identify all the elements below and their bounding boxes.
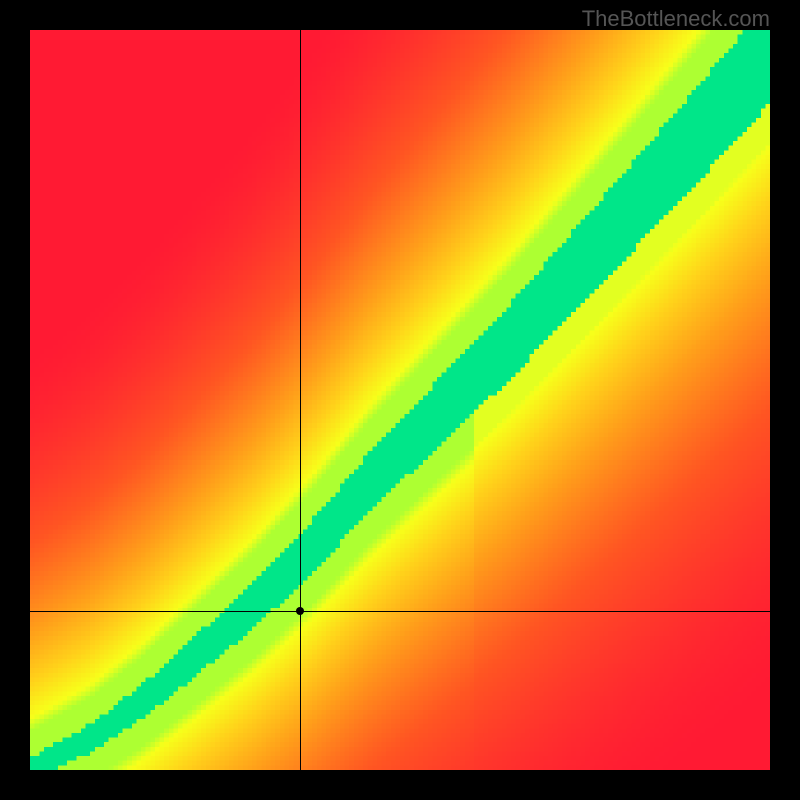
watermark-text: TheBottleneck.com	[582, 6, 770, 32]
chart-container: TheBottleneck.com	[0, 0, 800, 800]
heatmap-canvas	[30, 30, 770, 770]
crosshair-horizontal	[30, 611, 770, 612]
marker-dot	[296, 607, 304, 615]
crosshair-vertical	[300, 30, 301, 770]
plot-area	[30, 30, 770, 770]
